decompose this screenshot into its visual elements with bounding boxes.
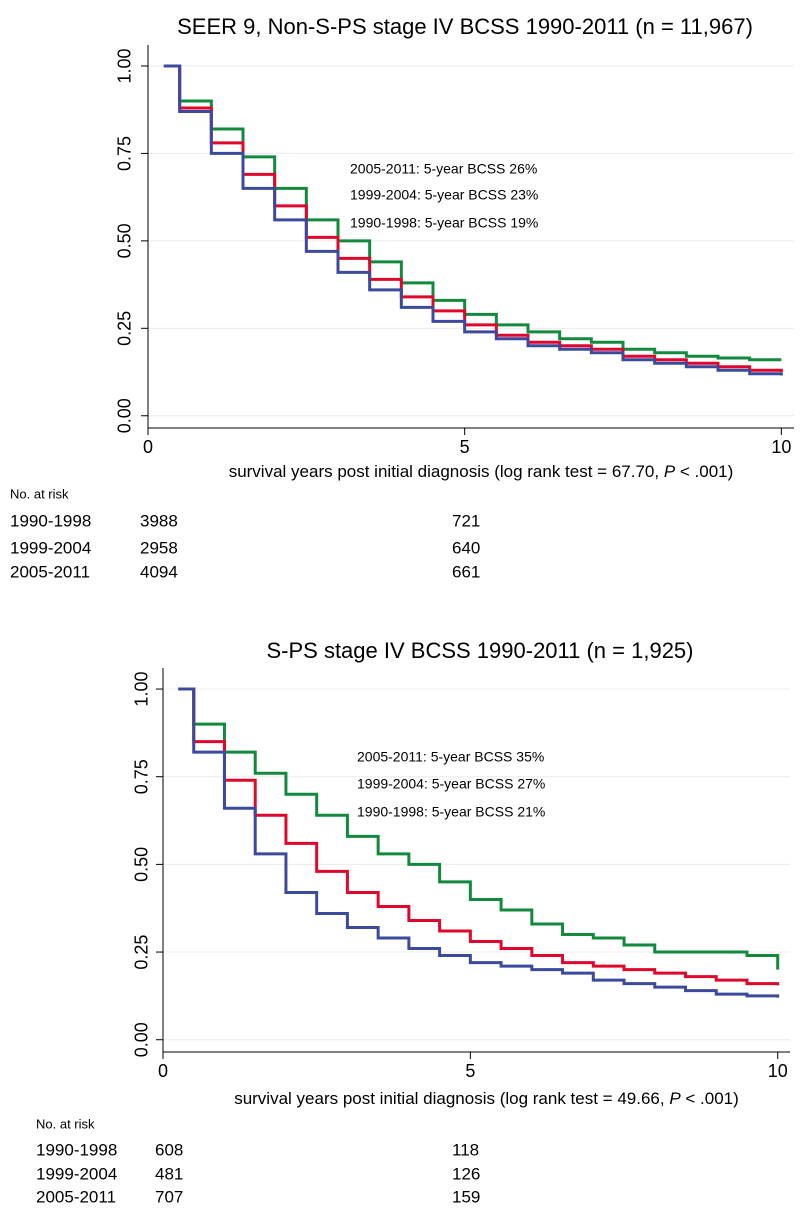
x-tick-label: 0 (143, 437, 153, 457)
risk-count: 661 (452, 562, 480, 581)
x-tick-label: 5 (460, 437, 470, 457)
y-tick-label: 0.00 (132, 1022, 152, 1057)
chart: S-PS stage IV BCSS 1990-2011 (n = 1,925)… (36, 638, 790, 1206)
y-tick-label: 0.75 (115, 136, 135, 171)
x-tick-label: 0 (158, 1061, 168, 1081)
x-axis-label-part: survival years post initial diagnosis (l… (229, 462, 664, 481)
survival-curve (163, 64, 783, 376)
risk-row-label: 2005-2011 (10, 562, 90, 581)
x-axis-label-part: < .001) (681, 1089, 739, 1108)
x-tick-label: 10 (768, 1061, 788, 1081)
y-tick-label: 1.00 (132, 672, 152, 707)
chart-title: SEER 9, Non-S-PS stage IV BCSS 1990-2011… (177, 14, 753, 39)
x-axis-label-part: survival years post initial diagnosis (l… (234, 1089, 669, 1108)
annotation: 2005-2011: 5-year BCSS 26% (350, 161, 537, 177)
risk-row-label: 1999-2004 (36, 1164, 117, 1183)
risk-count: 118 (452, 1140, 479, 1159)
x-tick-label: 10 (771, 437, 791, 457)
y-tick-label: 0.50 (132, 847, 152, 882)
risk-count: 481 (155, 1164, 183, 1183)
x-tick-label: 5 (465, 1061, 475, 1081)
x-axis-label-part: < .001) (675, 462, 733, 481)
risk-count: 608 (155, 1140, 183, 1159)
x-axis-label-part: P (669, 1089, 681, 1108)
x-axis-label: survival years post initial diagnosis (l… (234, 1089, 739, 1108)
survival-curve (178, 687, 780, 998)
annotation: 1990-1998: 5-year BCSS 19% (350, 215, 538, 231)
risk-count: 2958 (140, 538, 178, 557)
risk-count: 126 (452, 1164, 480, 1183)
annotation: 1999-2004: 5-year BCSS 27% (357, 776, 545, 792)
annotation: 1999-2004: 5-year BCSS 23% (350, 187, 538, 203)
risk-count: 707 (155, 1187, 183, 1206)
chart: SEER 9, Non-S-PS stage IV BCSS 1990-2011… (10, 14, 794, 581)
y-tick-label: 0.50 (115, 223, 135, 258)
x-axis-label-part: P (664, 462, 676, 481)
risk-count: 4094 (140, 562, 178, 581)
y-tick-label: 0.25 (132, 935, 152, 970)
risk-count: 721 (452, 511, 480, 530)
risk-table-title: No. at risk (10, 486, 69, 501)
x-axis-label: survival years post initial diagnosis (l… (229, 462, 734, 481)
y-tick-label: 0.00 (115, 398, 135, 433)
annotation: 2005-2011: 5-year BCSS 35% (357, 749, 544, 765)
risk-count: 640 (452, 538, 480, 557)
risk-table-title: No. at risk (36, 1116, 95, 1131)
survival-curve (178, 687, 780, 970)
chart-title: S-PS stage IV BCSS 1990-2011 (n = 1,925) (266, 638, 693, 663)
y-tick-label: 1.00 (115, 48, 135, 83)
y-tick-label: 0.75 (132, 759, 152, 794)
annotation: 1990-1998: 5-year BCSS 21% (357, 804, 545, 820)
risk-count: 3988 (140, 511, 178, 530)
y-tick-label: 0.25 (115, 311, 135, 346)
survival-curve (178, 687, 780, 986)
survival-curve (163, 64, 782, 362)
risk-row-label: 1990-1998 (10, 511, 91, 530)
risk-row-label: 2005-2011 (36, 1187, 116, 1206)
risk-count: 159 (452, 1187, 480, 1206)
risk-row-label: 1999-2004 (10, 538, 91, 557)
risk-row-label: 1990-1998 (36, 1140, 117, 1159)
